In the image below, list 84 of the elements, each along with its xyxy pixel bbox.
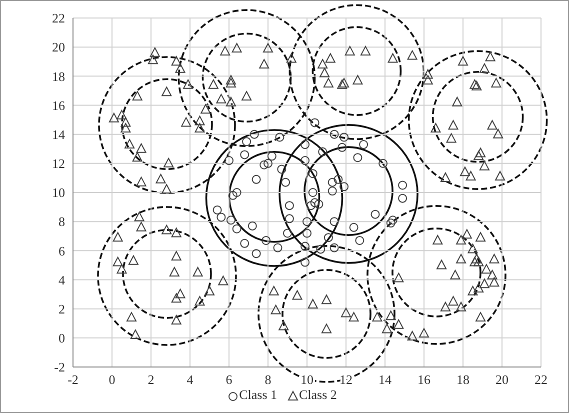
point — [302, 217, 312, 226]
point — [328, 186, 337, 196]
point — [306, 201, 316, 210]
point — [398, 180, 408, 190]
y-tick-label: -2 — [54, 360, 65, 375]
point — [228, 190, 238, 200]
point — [224, 156, 234, 166]
point — [300, 242, 310, 251]
point — [226, 216, 236, 225]
point — [338, 142, 347, 152]
y-tick-label: 14 — [52, 126, 66, 142]
x-tick-label: 22 — [534, 372, 548, 388]
point — [330, 130, 339, 139]
x-tick-label: 18 — [456, 372, 470, 388]
point — [240, 150, 250, 160]
point — [353, 153, 362, 162]
point — [308, 188, 318, 197]
point — [284, 214, 294, 224]
point — [330, 217, 339, 226]
y-tick-label: 4 — [58, 272, 66, 288]
point — [252, 249, 261, 258]
point — [328, 178, 337, 187]
point — [318, 147, 328, 156]
point — [378, 158, 388, 168]
point — [281, 178, 290, 187]
legend-label: Class 2 — [299, 387, 337, 402]
y-tick-label: 6 — [58, 243, 66, 258]
point — [310, 198, 320, 208]
point — [349, 222, 358, 232]
point — [240, 238, 250, 248]
point — [250, 130, 259, 139]
point — [216, 212, 226, 222]
point — [300, 156, 310, 166]
point — [260, 160, 269, 170]
point — [300, 258, 310, 267]
y-tick-label: 12 — [52, 156, 65, 172]
point — [264, 158, 272, 168]
x-tick-label: 14 — [378, 372, 392, 388]
y-tick-label: 10 — [52, 185, 65, 200]
x-tick-label: 2 — [148, 372, 154, 388]
x-tick-label: 0 — [108, 372, 116, 388]
point — [340, 132, 349, 142]
point — [302, 228, 312, 238]
y-tick-label: 0 — [58, 330, 65, 346]
point — [284, 201, 294, 210]
point — [252, 174, 261, 184]
y-tick-label: 2 — [58, 301, 65, 316]
point — [283, 228, 292, 238]
point — [277, 164, 286, 174]
point — [340, 182, 349, 192]
legend-label: Class 1 — [239, 387, 277, 402]
x-tick-label: 20 — [496, 372, 508, 388]
point — [232, 188, 242, 197]
y-tick-label: 8 — [58, 214, 65, 230]
point — [232, 224, 242, 234]
point — [248, 221, 257, 230]
point — [324, 233, 333, 242]
point — [370, 210, 380, 219]
point — [388, 216, 398, 225]
point — [275, 132, 284, 142]
point — [398, 194, 408, 203]
point — [355, 236, 364, 245]
point — [267, 152, 276, 161]
y-tick-label: 20 — [52, 40, 65, 55]
x-tick-label: 6 — [226, 372, 233, 388]
point — [310, 118, 320, 128]
point — [262, 236, 271, 245]
point — [334, 174, 343, 184]
y-tick-label: 18 — [52, 68, 65, 84]
y-tick-label: 16 — [52, 98, 66, 113]
x-tick-label: 4 — [186, 372, 194, 388]
point — [273, 243, 282, 252]
point — [359, 140, 368, 150]
point — [316, 244, 326, 254]
x-tick-label: 8 — [264, 372, 272, 388]
point — [300, 140, 310, 150]
x-tick-label: 16 — [418, 372, 431, 388]
point — [212, 205, 222, 214]
point — [308, 169, 318, 178]
point — [314, 200, 324, 209]
point — [242, 137, 252, 146]
y-tick-label: 22 — [52, 10, 65, 26]
point — [330, 243, 339, 252]
point — [386, 218, 396, 228]
